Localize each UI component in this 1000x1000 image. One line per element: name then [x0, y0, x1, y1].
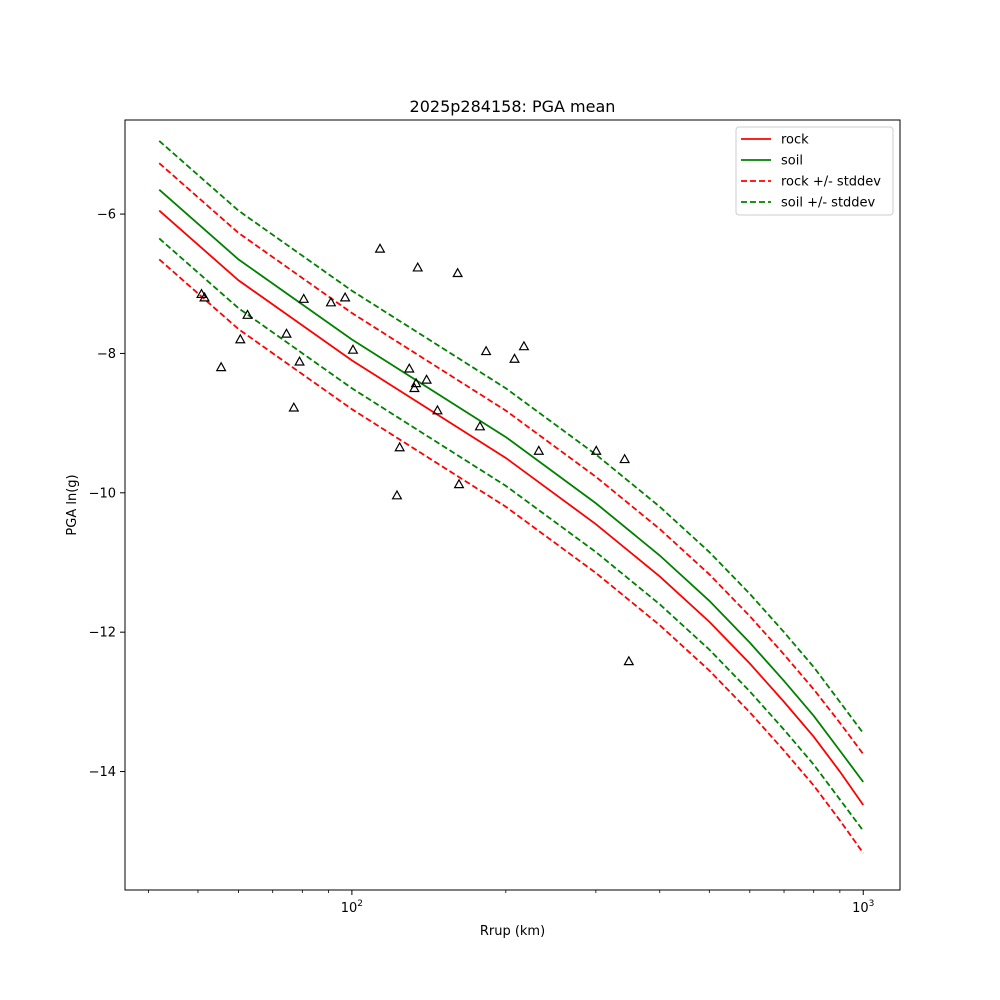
series-line-soil-1	[158, 189, 864, 783]
observation-point	[199, 291, 210, 302]
observation-point	[590, 445, 602, 455]
observation-point	[242, 309, 253, 319]
x-tick-label: 103	[852, 899, 874, 916]
observation-point	[509, 353, 520, 363]
observation-point	[288, 401, 300, 412]
observation-point	[394, 441, 406, 452]
observation-point	[452, 267, 464, 278]
series-line-soil-stddev-5	[158, 237, 864, 832]
observation-point	[294, 355, 305, 366]
x-tick-label: 102	[341, 899, 363, 916]
observation-point	[412, 261, 424, 272]
y-axis: −14 −12 −10 −8 −6	[89, 208, 125, 780]
observation-points	[196, 243, 635, 666]
observation-point	[215, 361, 227, 372]
x-axis: 102 103	[147, 890, 874, 916]
y-tick-label: −6	[97, 208, 116, 223]
observation-point	[403, 362, 415, 373]
observation-point	[391, 489, 403, 500]
observation-point	[474, 420, 486, 431]
observation-point	[410, 377, 422, 388]
y-tick-label: −8	[97, 347, 116, 362]
legend-label: soil +/- stddev	[781, 196, 876, 211]
observation-point	[325, 296, 337, 307]
observation-point	[623, 655, 635, 666]
legend: rock soil rock +/- stddev soil +/- stddev	[735, 126, 894, 216]
legend-label: rock	[781, 133, 809, 148]
observation-point	[480, 345, 492, 356]
observation-point	[339, 291, 351, 302]
observation-point	[518, 340, 530, 351]
series-layer	[158, 140, 864, 854]
observation-point	[347, 344, 359, 354]
plot-frame	[124, 119, 901, 891]
observation-point	[408, 382, 420, 393]
series-line-rock-0	[158, 209, 864, 806]
y-tick-label: −14	[89, 765, 116, 780]
legend-box	[735, 126, 894, 216]
observation-point	[281, 328, 292, 338]
legend-label: soil	[781, 154, 803, 169]
observation-point	[432, 404, 443, 415]
observation-point	[374, 243, 386, 253]
observation-point	[533, 445, 545, 455]
series-line-rock-stddev-3	[158, 258, 864, 854]
series-line-soil-stddev-4	[158, 140, 864, 734]
observation-point	[453, 478, 465, 489]
observation-point	[421, 374, 433, 384]
observation-point	[298, 293, 310, 303]
chart-title: 2025p284158: PGA mean	[410, 97, 616, 116]
observation-point	[619, 453, 631, 464]
y-axis-label: PGA ln(g)	[65, 474, 80, 535]
observation-point	[234, 333, 246, 344]
series-line-rock-stddev-2	[158, 162, 864, 755]
y-tick-label: −12	[89, 626, 116, 641]
legend-label: rock +/- stddev	[781, 175, 881, 190]
x-axis-label: Rrup (km)	[480, 924, 545, 939]
y-tick-label: −10	[89, 486, 116, 501]
